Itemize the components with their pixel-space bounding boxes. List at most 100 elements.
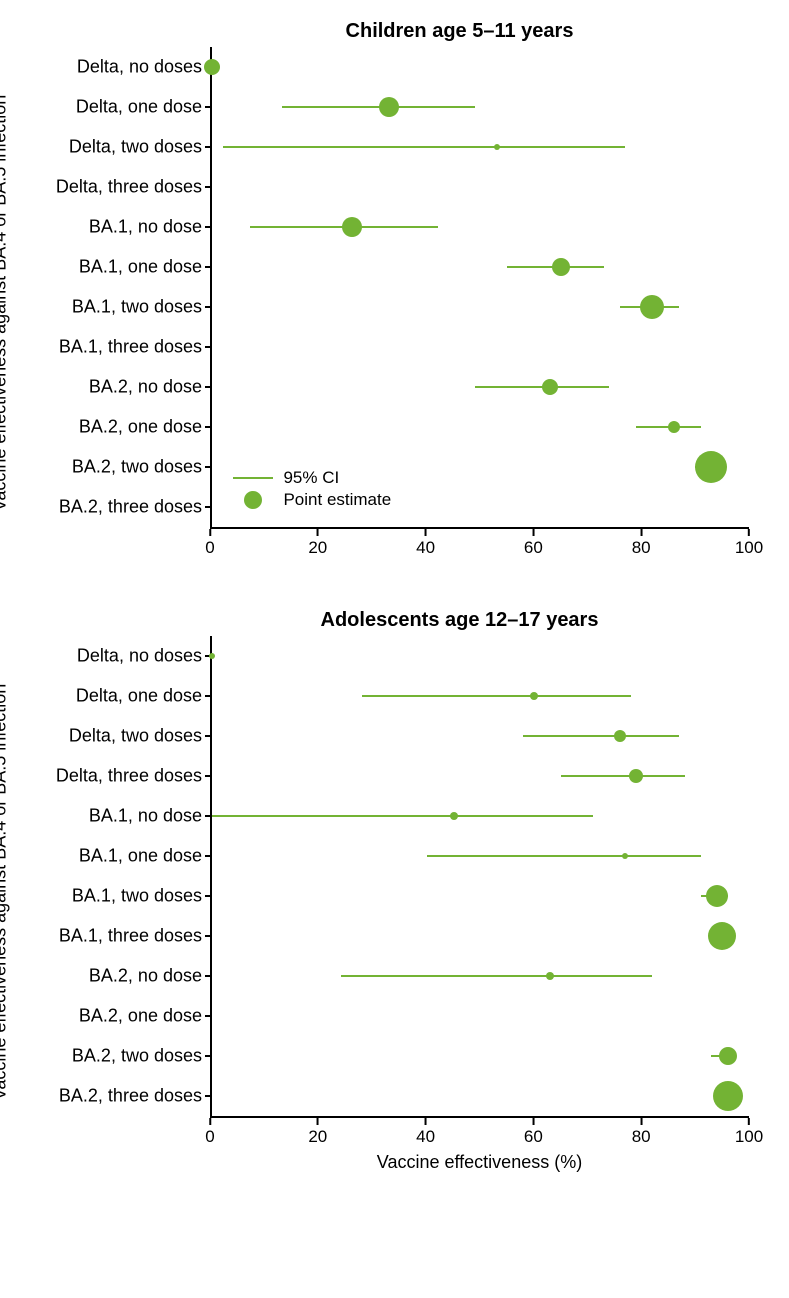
category-label: BA.2, two doses xyxy=(72,1046,212,1067)
category-label: BA.1, no dose xyxy=(89,217,212,238)
legend: 95% CIPoint estimate xyxy=(233,467,391,511)
x-tick-label: 60 xyxy=(524,1127,543,1147)
x-tick-mark xyxy=(425,1118,427,1125)
point-estimate-dot xyxy=(450,812,458,820)
x-tick-label: 40 xyxy=(416,1127,435,1147)
data-row: BA.2, no dose xyxy=(212,956,749,996)
ci-whisker xyxy=(341,975,652,977)
data-row: Delta, no doses xyxy=(212,47,749,87)
panel-title: Adolescents age 12–17 years xyxy=(140,609,779,632)
x-tick-mark xyxy=(748,1118,750,1125)
point-estimate-dot xyxy=(379,97,399,117)
chart-area: Delta, no dosesDelta, one doseDelta, two… xyxy=(210,47,749,529)
category-label: Delta, one dose xyxy=(76,686,212,707)
ci-whisker xyxy=(362,695,631,697)
chart-panel: Children age 5–11 years Vaccine effective… xyxy=(10,20,779,559)
x-tick-label: 100 xyxy=(735,1127,763,1147)
data-row: BA.1, two doses xyxy=(212,876,749,916)
data-row: BA.1, no dose xyxy=(212,207,749,247)
x-tick-label: 20 xyxy=(308,538,327,558)
point-estimate-dot xyxy=(204,59,220,75)
category-label: BA.2, one dose xyxy=(79,1006,212,1027)
x-tick: 40 xyxy=(416,1118,435,1147)
y-axis-title: Vaccine effectiveness against BA.4 or BA… xyxy=(0,95,11,512)
x-tick-label: 0 xyxy=(205,1127,214,1147)
x-tick: 60 xyxy=(524,529,543,558)
x-tick-mark xyxy=(425,529,427,536)
point-estimate-dot xyxy=(530,692,538,700)
category-label: BA.2, no dose xyxy=(89,377,212,398)
point-estimate-dot xyxy=(342,217,362,237)
point-estimate-dot xyxy=(542,379,558,395)
legend-point-label: Point estimate xyxy=(283,490,391,510)
category-label: BA.1, one dose xyxy=(79,846,212,867)
x-tick: 0 xyxy=(205,529,214,558)
data-row: BA.2, no dose xyxy=(212,367,749,407)
x-tick-label: 40 xyxy=(416,538,435,558)
category-label: BA.2, no dose xyxy=(89,966,212,987)
point-estimate-dot xyxy=(552,258,570,276)
data-row: BA.1, one dose xyxy=(212,247,749,287)
point-estimate-dot xyxy=(668,421,680,433)
legend-row-point: Point estimate xyxy=(233,489,391,511)
y-axis-title: Vaccine effectiveness against BA.4 or BA… xyxy=(0,684,11,1101)
x-tick-mark xyxy=(640,529,642,536)
ci-whisker xyxy=(223,146,626,148)
x-tick-mark xyxy=(640,1118,642,1125)
data-row: BA.2, one dose xyxy=(212,996,749,1036)
category-label: BA.2, three doses xyxy=(59,1086,212,1107)
legend-dot-icon xyxy=(244,491,262,509)
plot-area: Vaccine effectiveness against BA.4 or BA… xyxy=(10,47,779,559)
data-row: Delta, one dose xyxy=(212,87,749,127)
x-tick: 100 xyxy=(735,529,763,558)
point-estimate-dot xyxy=(706,885,728,907)
chart-panel: Adolescents age 12–17 years Vaccine effec… xyxy=(10,609,779,1173)
figure-container: Children age 5–11 years Vaccine effective… xyxy=(0,0,789,1253)
legend-row-ci: 95% CI xyxy=(233,467,391,489)
x-tick-label: 100 xyxy=(735,538,763,558)
category-label: BA.1, three doses xyxy=(59,926,212,947)
x-ticks: 020406080100 xyxy=(210,1118,749,1148)
category-label: Delta, two doses xyxy=(69,726,212,747)
x-tick-mark xyxy=(317,1118,319,1125)
x-tick-mark xyxy=(317,529,319,536)
x-tick-label: 80 xyxy=(632,1127,651,1147)
x-tick: 20 xyxy=(308,1118,327,1147)
x-tick: 0 xyxy=(205,1118,214,1147)
point-estimate-dot xyxy=(640,295,664,319)
point-estimate-dot xyxy=(629,769,643,783)
category-label: BA.2, three doses xyxy=(59,497,212,518)
point-estimate-dot xyxy=(622,853,628,859)
category-label: Delta, one dose xyxy=(76,97,212,118)
category-label: BA.1, two doses xyxy=(72,297,212,318)
legend-ci-label: 95% CI xyxy=(283,468,339,488)
category-label: BA.1, one dose xyxy=(79,257,212,278)
plot-area: Vaccine effectiveness against BA.4 or BA… xyxy=(10,636,779,1148)
category-label: Delta, two doses xyxy=(69,137,212,158)
point-estimate-dot xyxy=(719,1047,737,1065)
x-tick-label: 60 xyxy=(524,538,543,558)
data-row: Delta, two doses xyxy=(212,127,749,167)
x-tick: 20 xyxy=(308,529,327,558)
data-row: Delta, two doses xyxy=(212,716,749,756)
x-tick-label: 20 xyxy=(308,1127,327,1147)
category-label: BA.2, two doses xyxy=(72,457,212,478)
x-tick: 80 xyxy=(632,1118,651,1147)
category-label: BA.2, one dose xyxy=(79,417,212,438)
point-estimate-dot xyxy=(708,922,736,950)
category-label: Delta, three doses xyxy=(56,766,212,787)
data-row: BA.2, two doses xyxy=(212,1036,749,1076)
category-label: BA.1, two doses xyxy=(72,886,212,907)
point-estimate-dot xyxy=(695,451,727,483)
x-tick-mark xyxy=(748,529,750,536)
panel-title: Children age 5–11 years xyxy=(140,20,779,43)
x-tick-mark xyxy=(532,529,534,536)
x-tick: 40 xyxy=(416,529,435,558)
x-tick-mark xyxy=(209,529,211,536)
x-tick-label: 0 xyxy=(205,538,214,558)
data-row: BA.2, three doses xyxy=(212,1076,749,1116)
point-estimate-dot xyxy=(546,972,554,980)
x-tick: 80 xyxy=(632,529,651,558)
chart-area: Delta, no dosesDelta, one doseDelta, two… xyxy=(210,636,749,1118)
x-tick: 100 xyxy=(735,1118,763,1147)
